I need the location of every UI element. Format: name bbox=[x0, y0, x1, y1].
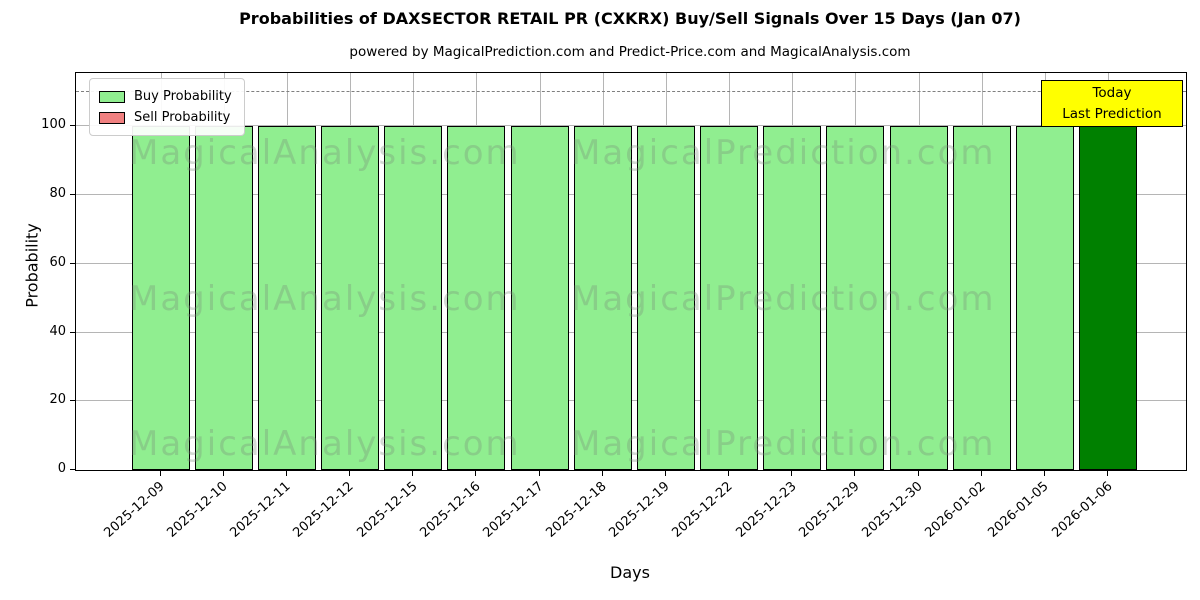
bar bbox=[194, 126, 253, 470]
x-tick-label: 2025-12-18 bbox=[543, 479, 610, 541]
y-tick-mark bbox=[70, 194, 75, 196]
bar bbox=[510, 126, 569, 470]
dashed-threshold-line bbox=[76, 90, 1186, 92]
x-tick-label: 2026-01-06 bbox=[1048, 479, 1116, 541]
x-tick-mark bbox=[917, 470, 919, 476]
x-tick-label: 2025-12-19 bbox=[606, 479, 673, 541]
x-tick-mark bbox=[1043, 470, 1045, 476]
x-tick-label: 2025-12-15 bbox=[354, 479, 421, 541]
bar bbox=[131, 126, 190, 470]
x-tick-label: 2025-12-11 bbox=[227, 479, 294, 541]
y-tick-label: 40 bbox=[49, 323, 66, 339]
bar bbox=[826, 126, 885, 470]
bar bbox=[257, 126, 316, 470]
x-tick-label: 2025-12-12 bbox=[290, 479, 358, 541]
x-tick-mark bbox=[159, 470, 161, 476]
bar bbox=[1079, 126, 1138, 470]
y-tick-label: 20 bbox=[49, 392, 66, 408]
x-tick-mark bbox=[601, 470, 603, 476]
x-tick-label: 2025-12-30 bbox=[859, 479, 926, 541]
legend: Buy Probability Sell Probability bbox=[89, 78, 245, 136]
bar bbox=[636, 126, 695, 470]
x-tick-label: 2025-12-17 bbox=[480, 479, 547, 541]
y-tick-label: 100 bbox=[41, 117, 66, 133]
y-tick-mark bbox=[70, 400, 75, 402]
bar bbox=[321, 126, 379, 470]
today-annotation: Today Last Prediction bbox=[1041, 80, 1183, 127]
bar bbox=[952, 126, 1011, 470]
x-tick-label: 2025-12-09 bbox=[101, 479, 168, 541]
y-tick-label: 0 bbox=[57, 461, 66, 476]
legend-entry-buy: Buy Probability bbox=[99, 86, 232, 107]
x-tick-mark bbox=[349, 470, 350, 476]
y-tick-mark bbox=[70, 262, 75, 264]
y-tick-mark bbox=[70, 331, 75, 333]
x-tick-mark bbox=[538, 470, 540, 476]
x-tick-label: 2026-01-05 bbox=[985, 479, 1052, 541]
y-tick-label: 80 bbox=[49, 186, 66, 202]
x-tick-mark bbox=[980, 470, 982, 476]
h-gridline bbox=[76, 125, 1186, 127]
y-tick-mark bbox=[70, 469, 75, 470]
legend-entry-sell: Sell Probability bbox=[99, 107, 232, 128]
buy-swatch bbox=[99, 90, 125, 103]
x-tick-label: 2025-12-23 bbox=[733, 479, 800, 541]
x-tick-mark bbox=[728, 470, 730, 476]
x-tick-mark bbox=[791, 470, 793, 476]
annotation-line-2: Last Prediction bbox=[1062, 106, 1162, 122]
y-tick-label: 60 bbox=[49, 254, 66, 270]
bar bbox=[447, 126, 506, 470]
x-tick-mark bbox=[475, 470, 477, 476]
bar bbox=[384, 126, 443, 470]
x-tick-mark bbox=[664, 470, 666, 476]
x-tick-mark bbox=[854, 470, 856, 476]
x-tick-label: 2025-12-16 bbox=[417, 479, 484, 541]
x-tick-mark bbox=[285, 470, 287, 476]
x-tick-mark bbox=[412, 470, 414, 476]
x-tick-label: 2025-12-29 bbox=[796, 479, 863, 541]
bar bbox=[573, 126, 632, 470]
x-tick-mark bbox=[1107, 470, 1109, 476]
chart-title: Probabilities of DAXSECTOR RETAIL PR (CX… bbox=[239, 9, 1021, 28]
legend-label-buy: Buy Probability bbox=[134, 89, 232, 104]
bar bbox=[889, 126, 948, 470]
x-axis-label: Days bbox=[610, 563, 650, 582]
x-tick-label: 2025-12-10 bbox=[164, 479, 231, 541]
bar bbox=[763, 126, 822, 470]
x-tick-label: 2025-12-22 bbox=[669, 479, 737, 541]
bar bbox=[700, 126, 759, 470]
plot-area: Buy Probability Sell Probability Today L… bbox=[75, 72, 1187, 471]
x-tick-mark bbox=[222, 470, 224, 476]
chart-subtitle: powered by MagicalPrediction.com and Pre… bbox=[349, 44, 911, 60]
sell-swatch bbox=[99, 111, 125, 124]
bar bbox=[1015, 126, 1074, 470]
y-tick-mark bbox=[70, 125, 75, 127]
x-tick-label: 2026-01-02 bbox=[922, 479, 989, 541]
annotation-line-1: Today bbox=[1092, 85, 1132, 101]
legend-label-sell: Sell Probability bbox=[134, 110, 231, 125]
